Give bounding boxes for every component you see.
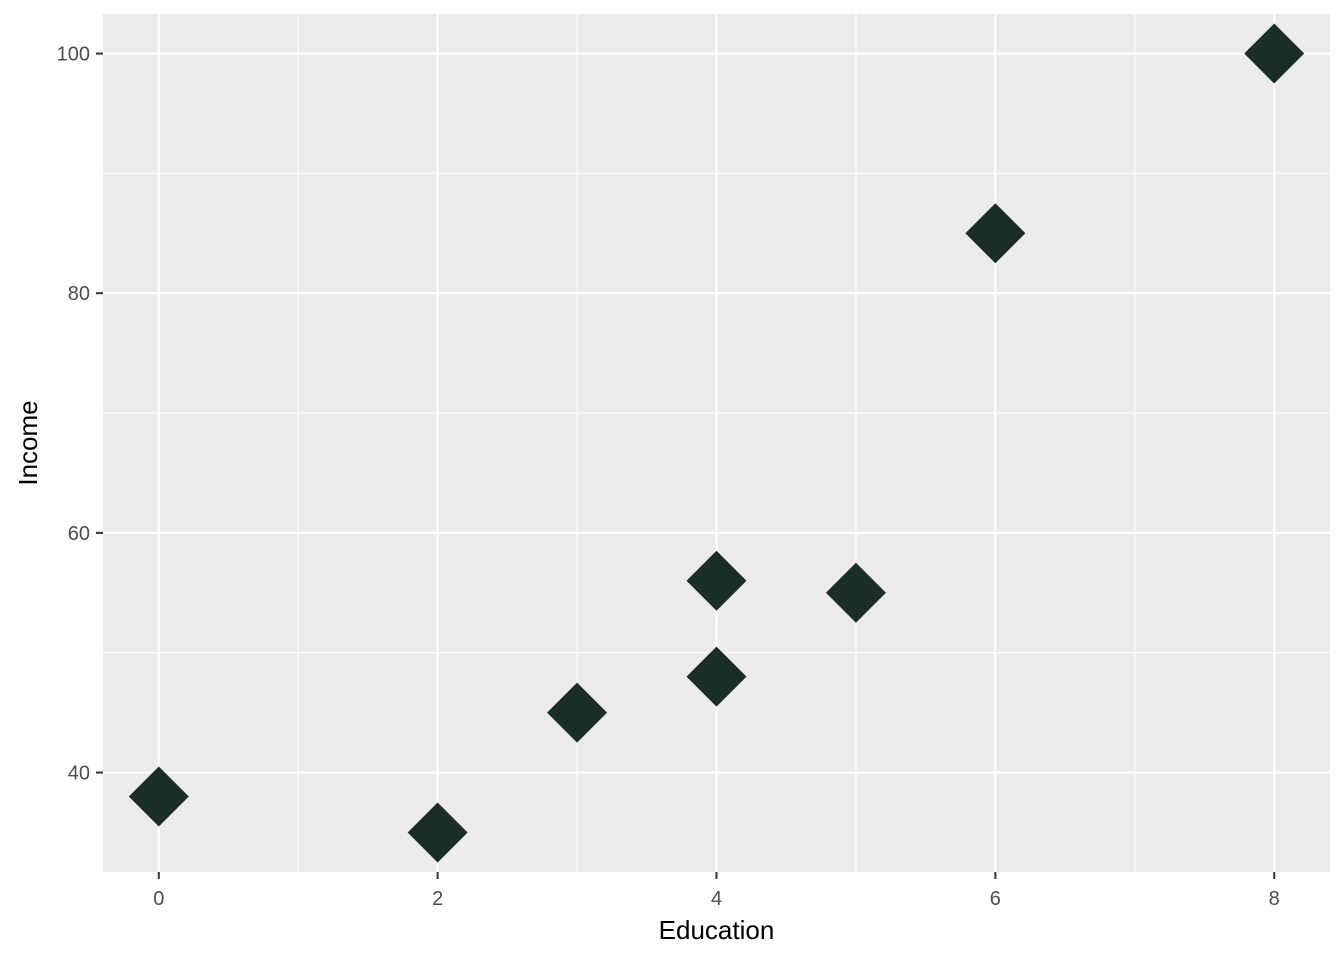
data-points [128, 23, 1305, 863]
x-axis-title: Education [659, 915, 775, 945]
data-point [965, 203, 1026, 264]
data-point [686, 550, 747, 611]
data-point [407, 802, 468, 863]
data-point [128, 766, 189, 827]
y-axis-title: Income [13, 400, 43, 485]
x-tick-label: 0 [153, 888, 164, 910]
y-tick-label: 100 [57, 44, 90, 66]
x-tick-label: 8 [1269, 888, 1280, 910]
x-tick-label: 2 [432, 888, 443, 910]
x-tick-label: 6 [990, 888, 1001, 910]
y-tick-label: 80 [68, 283, 90, 305]
x-tick-label: 4 [711, 888, 722, 910]
data-point [686, 646, 747, 707]
data-point [547, 682, 608, 743]
y-tick-label: 40 [68, 763, 90, 785]
x-axis-ticks: 0 2 4 6 8 [153, 872, 1280, 910]
data-point [825, 562, 886, 623]
data-point [1244, 23, 1305, 84]
y-tick-label: 60 [68, 523, 90, 545]
major-gridlines [103, 14, 1330, 872]
y-axis-ticks: 40 60 80 100 [57, 44, 103, 785]
